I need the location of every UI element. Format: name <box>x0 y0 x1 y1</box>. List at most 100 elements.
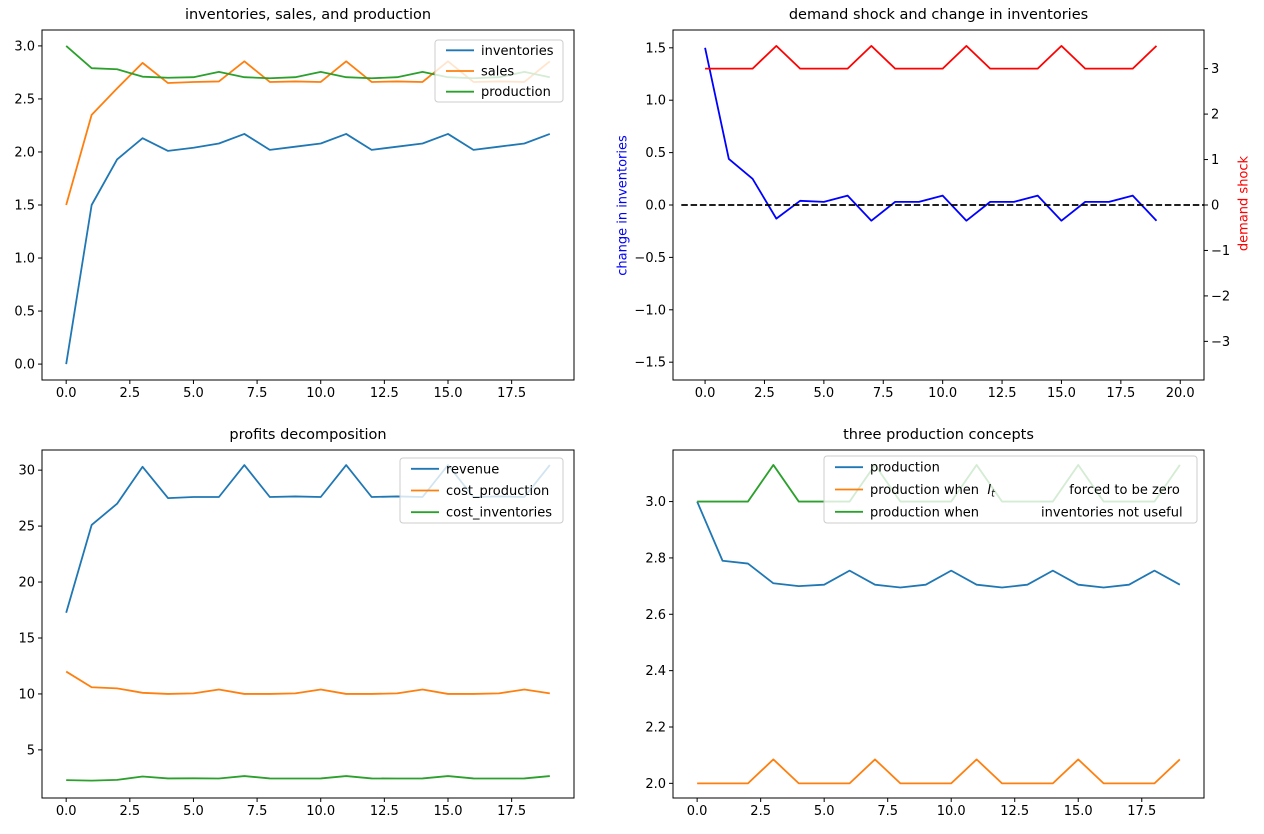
svg-text:15.0: 15.0 <box>434 804 463 819</box>
svg-text:25: 25 <box>18 520 35 535</box>
svg-text:2.8: 2.8 <box>645 551 666 566</box>
svg-text:2.0: 2.0 <box>14 145 35 160</box>
svg-text:17.5: 17.5 <box>497 804 526 819</box>
svg-text:20.0: 20.0 <box>1166 386 1195 401</box>
svg-text:2.5: 2.5 <box>119 804 140 819</box>
y-axis-ticks-left: 2.0 2.2 2.4 2.6 2.8 3.0 <box>645 495 673 792</box>
svg-text:12.5: 12.5 <box>988 386 1017 401</box>
svg-text:0.0: 0.0 <box>645 199 666 214</box>
svg-text:−1.5: −1.5 <box>634 356 666 371</box>
svg-text:2: 2 <box>1211 108 1219 123</box>
svg-text:production when It: production when It forced to be zero <box>870 483 1180 500</box>
x-axis-ticks: 0.0 2.5 5.0 7.5 10.0 12.5 15.0 17.5 <box>56 798 526 819</box>
svg-text:0.0: 0.0 <box>14 358 35 373</box>
svg-text:5: 5 <box>27 743 35 758</box>
svg-text:10.0: 10.0 <box>306 804 335 819</box>
y-axis-ticks-right: −3 −2 −1 0 1 2 3 <box>1204 62 1230 350</box>
svg-text:1.0: 1.0 <box>14 252 35 267</box>
svg-text:0.0: 0.0 <box>56 386 77 401</box>
legend: revenue cost_production cost_inventories <box>399 457 564 524</box>
line-demand-shock <box>705 45 1158 70</box>
svg-text:2.5: 2.5 <box>119 386 140 401</box>
svg-text:2.5: 2.5 <box>14 92 35 107</box>
svg-text:5.0: 5.0 <box>814 386 835 401</box>
y-axis-ticks-left: 5 10 15 20 25 30 <box>18 464 42 758</box>
svg-text:3.0: 3.0 <box>645 495 666 510</box>
legend: inventories sales production <box>434 39 564 103</box>
svg-text:sales: sales <box>481 65 514 80</box>
svg-text:3: 3 <box>1211 62 1219 77</box>
svg-text:0.0: 0.0 <box>695 386 716 401</box>
svg-text:1: 1 <box>1211 153 1219 168</box>
svg-text:2.2: 2.2 <box>645 720 666 735</box>
svg-text:−2: −2 <box>1211 289 1230 304</box>
svg-text:15.0: 15.0 <box>1047 386 1076 401</box>
svg-text:7.5: 7.5 <box>247 804 268 819</box>
y-axis-label-demand-shock: demand shock <box>1236 155 1252 252</box>
svg-text:17.5: 17.5 <box>497 386 526 401</box>
chart-inventories-sales-production: 0.0 2.5 5.0 7.5 10.0 12.5 15.0 17.5 0.0 0.5 1.0 1.5… <box>14 29 575 401</box>
svg-text:−3: −3 <box>1211 335 1230 350</box>
svg-text:revenue: revenue <box>446 462 499 477</box>
svg-text:17.5: 17.5 <box>1127 804 1156 819</box>
svg-text:2.0: 2.0 <box>645 777 666 792</box>
chart-title-demand-shock: demand shock and change in inventories <box>788 7 1089 23</box>
svg-text:7.5: 7.5 <box>873 386 894 401</box>
line-cost-production <box>65 670 550 695</box>
svg-text:−1.0: −1.0 <box>634 303 666 318</box>
x-axis-ticks: 0.0 2.5 5.0 7.5 10.0 12.5 15.0 17.5 <box>687 798 1156 819</box>
chart-profits-decomposition: 0.0 2.5 5.0 7.5 10.0 12.5 15.0 17.5 5 10 15 20 25 30 r… <box>18 449 575 819</box>
svg-text:12.5: 12.5 <box>370 386 399 401</box>
svg-text:production: production <box>481 85 551 100</box>
legend: production production when It forced to b… <box>823 455 1198 524</box>
svg-text:−1: −1 <box>1211 244 1230 259</box>
line-production <box>696 501 1181 589</box>
x-axis-ticks: 0.0 2.5 5.0 7.5 10.0 12.5 15.0 17.5 <box>56 380 526 401</box>
svg-text:10.0: 10.0 <box>306 386 335 401</box>
svg-text:12.5: 12.5 <box>370 804 399 819</box>
svg-text:0.5: 0.5 <box>14 305 35 320</box>
axes-spines <box>672 449 1205 799</box>
svg-text:1.0: 1.0 <box>645 94 666 109</box>
svg-text:17.5: 17.5 <box>1106 386 1135 401</box>
svg-text:cost_inventories: cost_inventories <box>446 506 552 521</box>
svg-text:production: production <box>870 461 940 476</box>
svg-text:2.4: 2.4 <box>645 664 666 679</box>
line-change-in-inventories <box>704 47 1158 222</box>
series-lines <box>681 45 1204 222</box>
svg-text:0.0: 0.0 <box>687 804 708 819</box>
y-axis-ticks-left: 0.0 0.5 1.0 1.5 2.0 2.5 3.0 <box>14 39 42 373</box>
chart-title-inventories-sales-production: inventories, sales, and production <box>184 7 432 23</box>
svg-text:7.5: 7.5 <box>877 804 898 819</box>
svg-text:2.6: 2.6 <box>645 608 666 623</box>
svg-text:0: 0 <box>1211 199 1219 214</box>
svg-text:15: 15 <box>18 631 35 646</box>
svg-text:30: 30 <box>18 464 35 479</box>
svg-text:−0.5: −0.5 <box>634 251 666 266</box>
svg-text:2.5: 2.5 <box>750 804 771 819</box>
svg-text:production when: production when inventories not useful <box>870 505 1183 520</box>
axes-spines <box>41 449 575 799</box>
svg-text:2.5: 2.5 <box>754 386 775 401</box>
chart-title-three-production-concepts: three production concepts <box>843 427 1034 443</box>
svg-text:20: 20 <box>18 576 35 591</box>
svg-text:5.0: 5.0 <box>183 804 204 819</box>
svg-text:1.5: 1.5 <box>14 199 35 214</box>
svg-text:3.0: 3.0 <box>14 39 35 54</box>
svg-text:1.5: 1.5 <box>645 41 666 56</box>
chart-three-production-concepts: 0.0 2.5 5.0 7.5 10.0 12.5 15.0 17.5 2.0 2.2 2.4 2.6… <box>645 449 1205 819</box>
line-inventories <box>65 133 551 365</box>
svg-text:0.0: 0.0 <box>56 804 77 819</box>
svg-text:15.0: 15.0 <box>1064 804 1093 819</box>
svg-text:10: 10 <box>18 687 35 702</box>
svg-text:7.5: 7.5 <box>247 386 268 401</box>
svg-text:15.0: 15.0 <box>434 386 463 401</box>
chart-demand-shock-change-in-inventories: 0.0 2.5 5.0 7.5 1 0.0 12.5 15.0 17.5 20.0 −1.5 −1.0… <box>634 29 1230 401</box>
svg-text:12.5: 12.5 <box>1000 804 1029 819</box>
x-axis-ticks: 0.0 2.5 5.0 7.5 10.0 12.5 15.0 17.5 20.0 <box>695 380 1195 401</box>
line-cost-inventories <box>66 775 550 782</box>
chart-title-profits-decomposition: profits decomposition <box>229 427 387 443</box>
svg-text:inventories: inventories <box>481 44 554 59</box>
svg-text:5.0: 5.0 <box>183 386 204 401</box>
